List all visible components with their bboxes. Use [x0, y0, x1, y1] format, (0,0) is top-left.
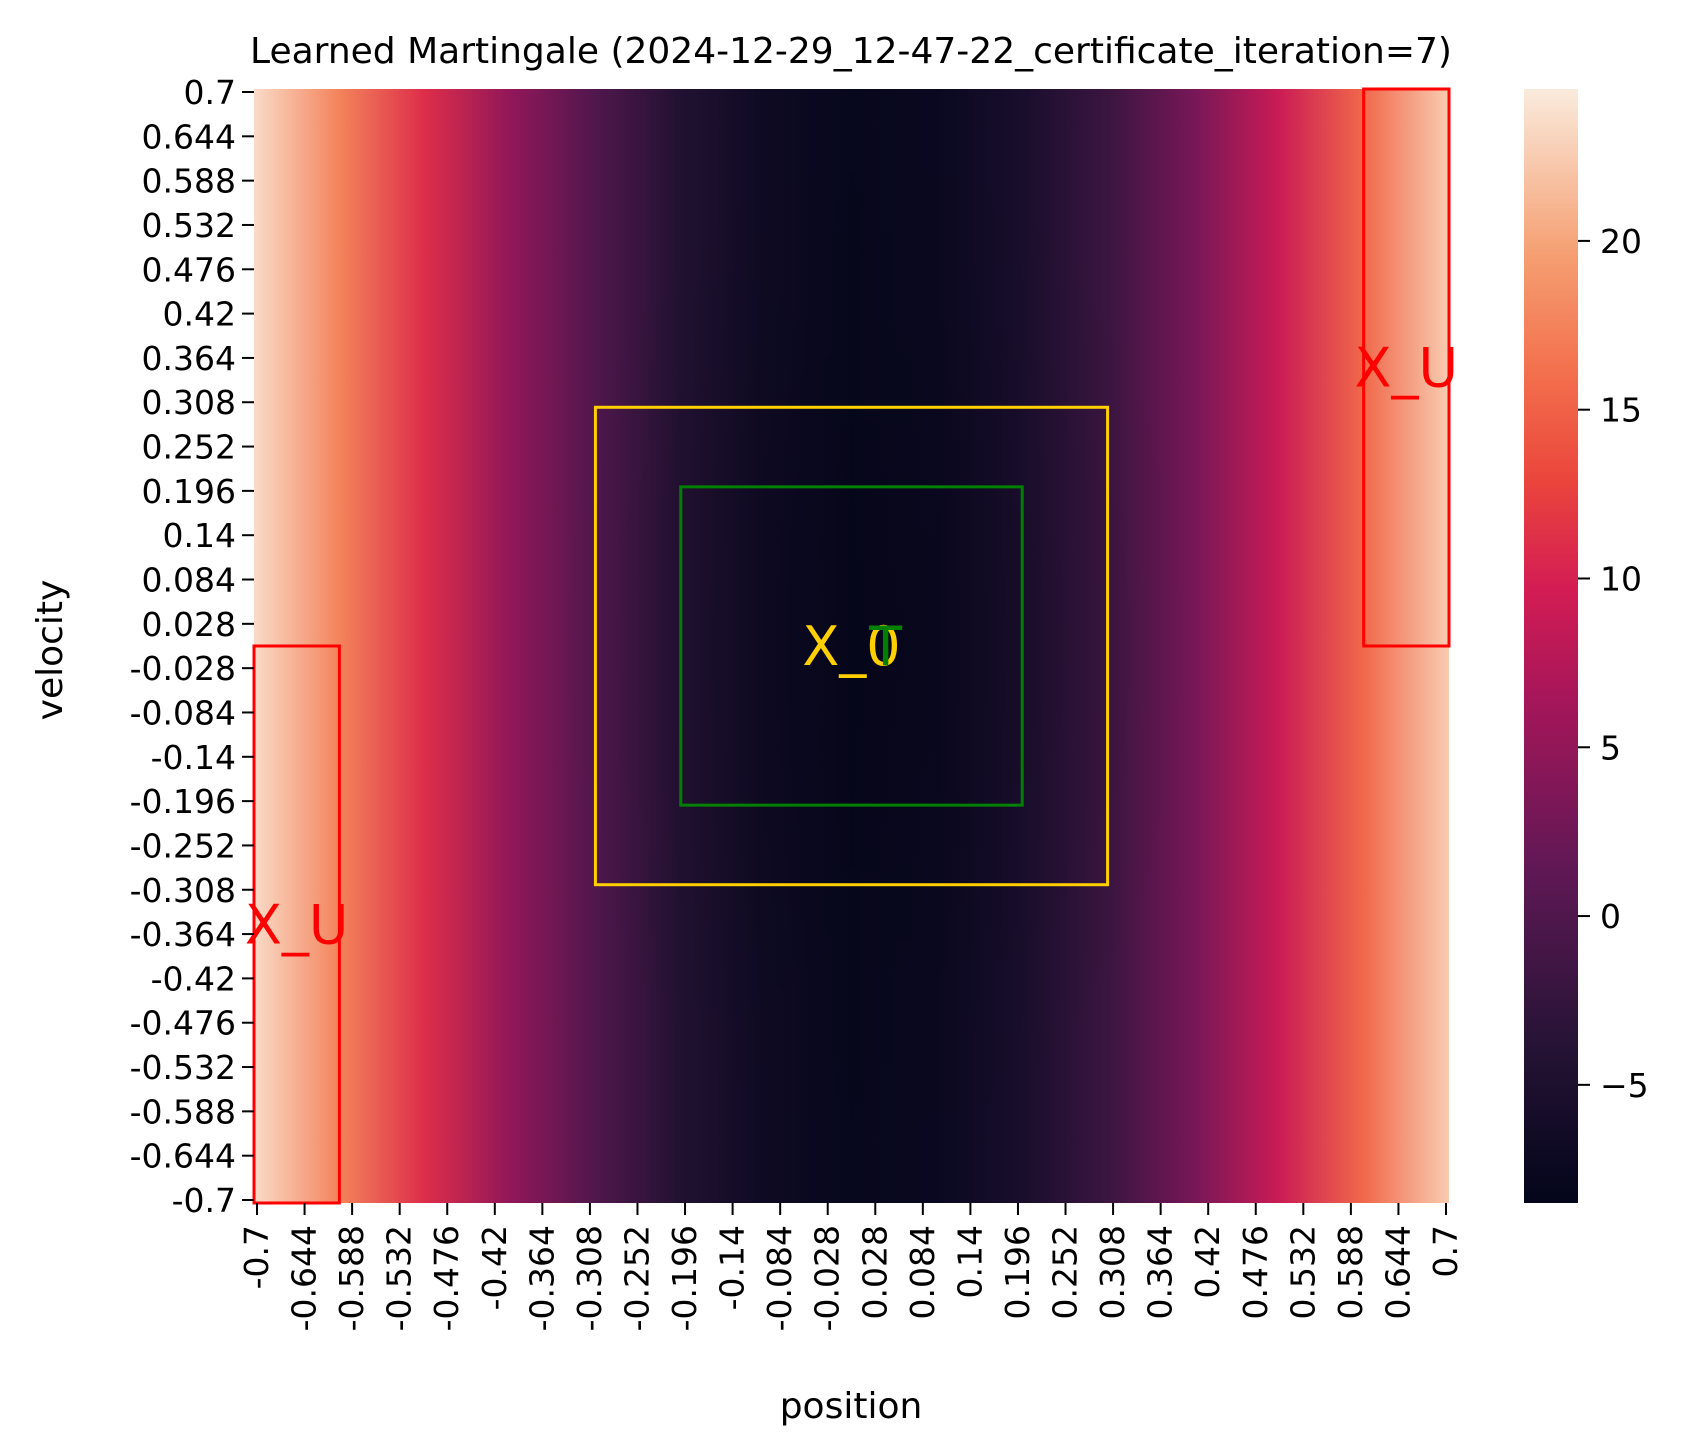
- region-label-2: X_0: [802, 615, 900, 678]
- x-axis: -0.7 -0.644 -0.588 -0.532 -0.476 -0.42 -0.364-…: [237, 1203, 1465, 1331]
- x-tick-label: 0.028: [855, 1225, 894, 1319]
- y-tick-label: 0.14: [163, 516, 236, 555]
- x-tick-label: 0.532: [1283, 1225, 1322, 1319]
- y-tick-label: 0.196: [142, 472, 236, 511]
- x-tick-label: -0.42: [475, 1225, 514, 1310]
- y-tick-label: 0.028: [142, 605, 236, 644]
- colorbar: [1524, 89, 1578, 1203]
- x-tick-label: -0.476: [427, 1225, 466, 1331]
- y-tick-label: 0.308: [142, 383, 236, 422]
- y-tick-label: -0.7: [172, 1181, 236, 1220]
- y-axis: 0.7 0.644 0.588 0.532 0.476 0.42 0.364 0.308 0.2…: [130, 73, 254, 1220]
- colorbar-tick-label: −5: [1600, 1066, 1649, 1105]
- colorbar-axis: 20 15 10 5 0 −5: [1578, 222, 1649, 1105]
- colorbar-tick-label: 5: [1600, 728, 1621, 767]
- y-tick-label: 0.084: [142, 561, 236, 600]
- colorbar-tick-label: 10: [1600, 559, 1642, 598]
- region-box-2: [593, 405, 1110, 887]
- x-tick-label: 0.084: [903, 1225, 942, 1319]
- x-tick-label: -0.588: [332, 1225, 371, 1331]
- y-tick-label: 0.364: [142, 339, 236, 378]
- x-tick-label: 0.7: [1426, 1225, 1465, 1277]
- x-tick-label: 0.252: [1046, 1225, 1085, 1319]
- colorbar-tick-label: 0: [1600, 897, 1621, 936]
- velocity-shading: [552, 89, 1193, 1203]
- x-tick-label: -0.644: [285, 1225, 324, 1331]
- colorbar-tick-label: 20: [1600, 222, 1642, 261]
- x-tick-label: -0.14: [713, 1225, 752, 1310]
- y-axis-label: velocity: [30, 580, 71, 721]
- y-tick-label: -0.588: [130, 1092, 236, 1131]
- x-tick-label: 0.588: [1331, 1225, 1370, 1319]
- y-tick-label: -0.476: [130, 1004, 236, 1043]
- y-tick-label: -0.14: [151, 738, 236, 777]
- region-label-0: X_U: [245, 894, 349, 957]
- x-axis-label: position: [780, 1386, 923, 1427]
- y-tick-label: -0.532: [130, 1048, 236, 1087]
- y-tick-label: 0.7: [184, 73, 236, 112]
- y-tick-label: 0.644: [142, 117, 236, 156]
- y-tick-label: -0.644: [130, 1137, 236, 1176]
- x-tick-label: -0.084: [760, 1225, 799, 1331]
- y-tick-label: -0.196: [130, 782, 236, 821]
- y-tick-label: -0.028: [130, 649, 236, 688]
- y-tick-label: 0.252: [142, 428, 236, 467]
- center-shade: [552, 89, 1193, 1203]
- x-tick-label: 0.14: [950, 1225, 989, 1298]
- y-tick-label: -0.252: [130, 826, 236, 865]
- region-label-1: X_U: [1355, 337, 1459, 400]
- x-tick-label: -0.196: [665, 1225, 704, 1331]
- y-tick-label: 0.532: [142, 206, 236, 245]
- x-tick-label: -0.532: [380, 1225, 419, 1331]
- colorbar-tick-label: 15: [1600, 391, 1642, 430]
- x-tick-label: -0.364: [522, 1225, 561, 1331]
- region-box-0: [252, 644, 341, 1205]
- x-tick-label: 0.42: [1188, 1225, 1227, 1298]
- x-tick-label: -0.028: [808, 1225, 847, 1331]
- y-tick-label: 0.42: [163, 295, 236, 334]
- x-tick-label: -0.252: [617, 1225, 656, 1331]
- chart-title: Learned Martingale (2024-12-29_12-47-22_…: [250, 31, 1452, 72]
- region-box-1: [1362, 87, 1451, 648]
- y-tick-label: 0.476: [142, 250, 236, 289]
- x-tick-label: 0.308: [1093, 1225, 1132, 1319]
- x-tick-label: -0.7: [237, 1225, 276, 1289]
- x-tick-label: 0.644: [1378, 1225, 1417, 1319]
- y-tick-label: -0.084: [130, 693, 236, 732]
- regions: X_U X_U X_0T: [245, 87, 1459, 1205]
- x-tick-label: 0.196: [998, 1225, 1037, 1319]
- y-tick-label: -0.364: [130, 915, 236, 954]
- y-tick-label: -0.308: [130, 871, 236, 910]
- y-tick-label: 0.588: [142, 162, 236, 201]
- x-tick-label: 0.476: [1236, 1225, 1275, 1319]
- x-tick-label: -0.308: [570, 1225, 609, 1331]
- x-tick-label: 0.364: [1141, 1225, 1180, 1319]
- y-tick-label: -0.42: [151, 959, 236, 998]
- region-label-3: T: [868, 615, 903, 678]
- region-box-3: [679, 485, 1024, 807]
